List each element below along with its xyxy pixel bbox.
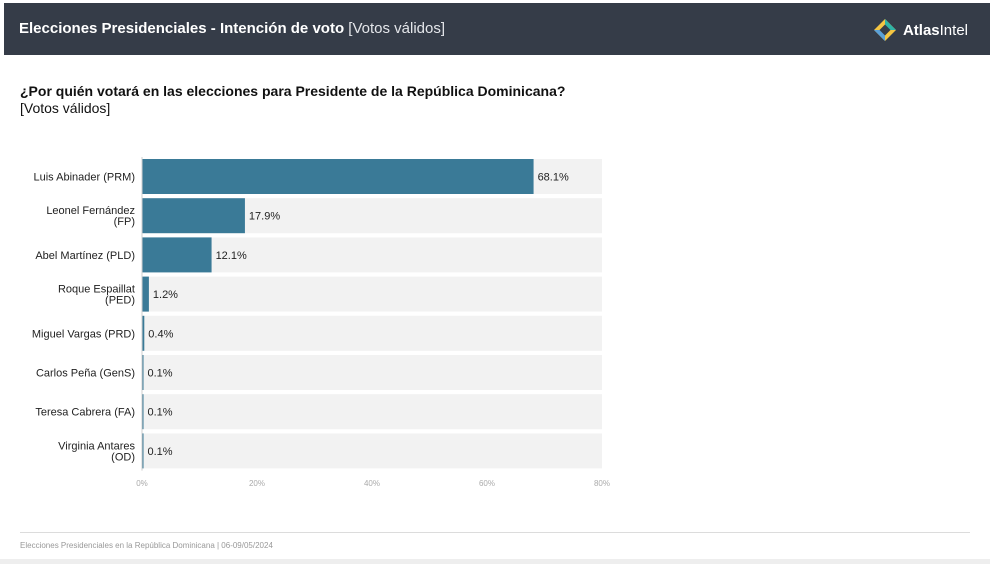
- category-label: Roque Espaillat (PED): [58, 284, 135, 307]
- bar-track: [142, 355, 602, 390]
- question-text: ¿Por quién votará en las elecciones para…: [20, 83, 566, 99]
- x-tick-label: 20%: [249, 479, 265, 488]
- brand-name: AtlasIntel: [902, 21, 968, 39]
- bar: [142, 276, 149, 312]
- category-label: Abel Martínez (PLD): [35, 250, 135, 262]
- bar-value-label: 0.1%: [148, 407, 173, 419]
- category-label: Virginia Antares (OD): [58, 440, 135, 463]
- bar: [142, 159, 534, 194]
- category-label: Luis Abinader (PRM): [34, 172, 136, 184]
- x-tick-label: 60%: [479, 479, 495, 488]
- category-label: Carlos Peña (GenS): [36, 368, 135, 380]
- page-title: Elecciones Presidenciales - Intención de…: [19, 20, 445, 37]
- category-label: Miguel Vargas (PRD): [32, 328, 135, 340]
- title-suffix: [Votos válidos]: [348, 20, 446, 37]
- bar: [142, 198, 245, 234]
- atlasintel-logo-icon: [873, 19, 896, 41]
- category-label: Teresa Cabrera (FA): [35, 407, 135, 419]
- bar-value-label: 12.1%: [216, 250, 247, 262]
- title-main: Elecciones Presidenciales - Intención de…: [19, 20, 345, 37]
- bar-value-label: 68.1%: [538, 172, 569, 184]
- bar-track: [142, 237, 602, 273]
- bar: [142, 355, 144, 390]
- bar-value-label: 0.4%: [148, 328, 173, 340]
- bar: [142, 237, 212, 273]
- bar-track: [142, 315, 602, 351]
- question-subtitle: [Votos válidos]: [20, 100, 111, 116]
- bar-value-label: 0.1%: [148, 446, 173, 458]
- bar: [142, 315, 145, 351]
- header-bar: Elecciones Presidenciales - Intención de…: [4, 3, 990, 55]
- bar-track: [142, 394, 602, 430]
- bottom-strip: [0, 559, 990, 564]
- bar-track: [142, 433, 602, 469]
- x-tick-label: 40%: [364, 479, 380, 488]
- footer-source: Elecciones Presidenciales en la Repúblic…: [20, 541, 273, 550]
- bar: [142, 433, 144, 469]
- footer-divider: [20, 532, 970, 533]
- x-tick-label: 0%: [136, 479, 148, 488]
- bar-value-label: 1.2%: [153, 289, 178, 301]
- bar-value-label: 17.9%: [249, 211, 280, 223]
- brand-logo: AtlasIntel: [873, 18, 968, 42]
- bar-track: [142, 276, 602, 312]
- category-label: Leonel Fernández (FP): [46, 205, 135, 228]
- bar: [142, 394, 144, 430]
- bar-value-label: 0.1%: [148, 368, 173, 380]
- x-tick-label: 80%: [594, 479, 610, 488]
